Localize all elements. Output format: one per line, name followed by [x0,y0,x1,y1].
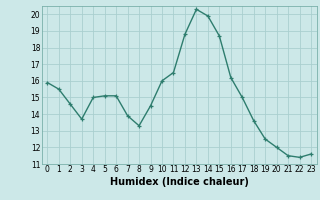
X-axis label: Humidex (Indice chaleur): Humidex (Indice chaleur) [110,177,249,187]
